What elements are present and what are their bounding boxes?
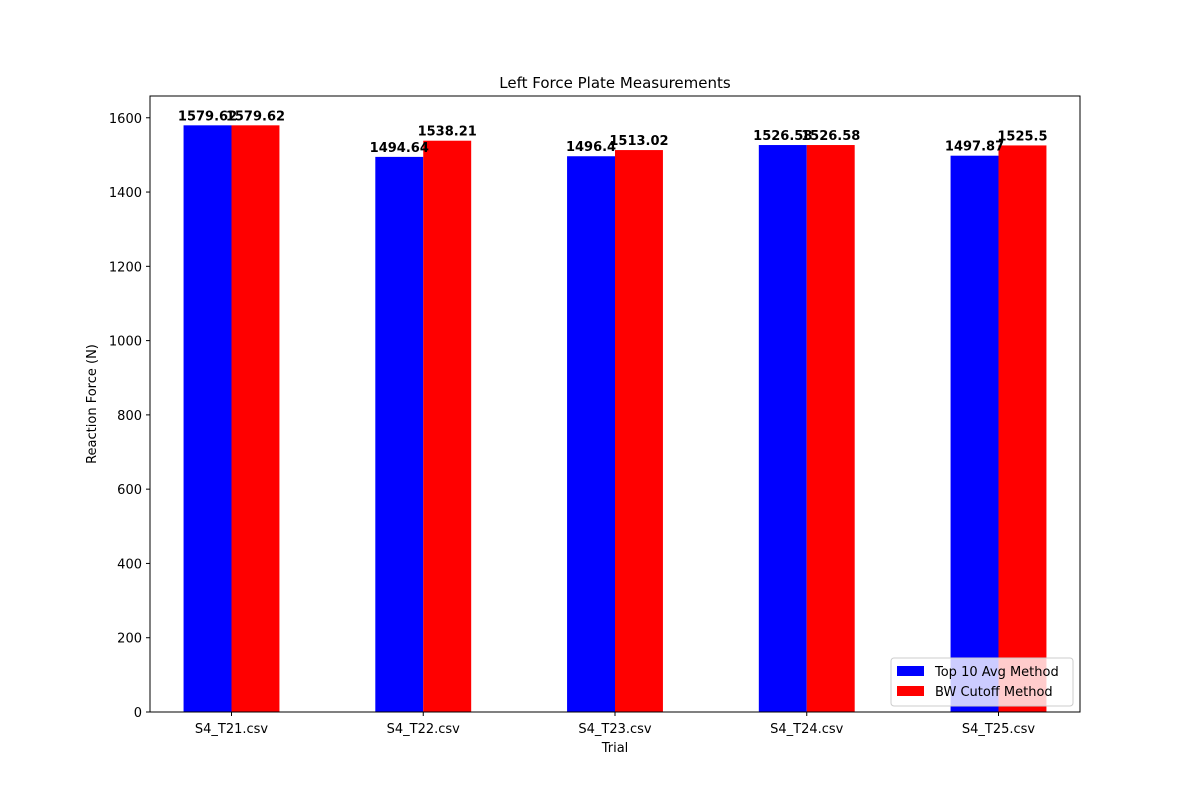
y-tick-label: 600 — [117, 483, 142, 498]
data-label-bwcutoff-1: 1538.21 — [418, 125, 477, 140]
y-tick-label: 800 — [117, 409, 142, 424]
legend-swatch-bwcutoff — [897, 686, 924, 696]
bars-group — [183, 125, 1047, 713]
bar-top10-0 — [183, 125, 232, 712]
x-tick-label: S4_T24.csv — [770, 722, 844, 737]
y-tick-label: 400 — [117, 557, 142, 572]
x-tick-label: S4_T21.csv — [195, 722, 269, 737]
data-labels-group: 1579.62 1494.64 1496.4 1526.58 1497.87 1579.6… — [178, 109, 1048, 156]
y-tick-label: 1600 — [109, 112, 142, 127]
x-tick-label: S4_T23.csv — [578, 722, 652, 737]
y-tick-label: 1200 — [109, 260, 142, 275]
data-label-top10-0: 1579.62 — [178, 109, 237, 124]
data-label-bwcutoff-3: 1526.58 — [801, 129, 860, 144]
chart-title: Left Force Plate Measurements — [499, 74, 731, 92]
y-tick-label: 1000 — [109, 335, 142, 350]
bar-top10-2 — [567, 156, 615, 712]
x-axis: S4_T21.csv S4_T22.csv S4_T23.csv S4_T24.csv… — [195, 712, 1036, 737]
legend-box — [890, 657, 1074, 707]
x-tick-label: S4_T25.csv — [962, 722, 1036, 737]
y-tick-label: 0 — [134, 706, 142, 721]
bar-bwcutoff-2 — [615, 150, 663, 712]
bar-bwcutoff-3 — [806, 145, 855, 712]
data-label-top10-2: 1496.4 — [566, 140, 616, 155]
x-axis-label: Trial — [601, 741, 629, 756]
legend-label-bwcutoff: BW Cutoff Method — [935, 685, 1053, 700]
data-label-top10-3: 1526.58 — [753, 129, 812, 144]
bar-bwcutoff-4 — [998, 145, 1047, 713]
bar-top10-1 — [375, 156, 424, 712]
data-label-bwcutoff-2: 1513.02 — [609, 134, 668, 149]
legend: Top 10 Avg Method BW Cutoff Method — [890, 657, 1074, 707]
bar-top10-4 — [950, 155, 999, 713]
legend-label-top10: Top 10 Avg Method — [934, 665, 1059, 680]
data-label-bwcutoff-0: 1579.62 — [226, 109, 285, 124]
x-tick-label: S4_T22.csv — [387, 722, 461, 737]
legend-swatch-top10 — [897, 666, 924, 676]
bar-top10-3 — [758, 145, 807, 712]
bar-bwcutoff-0 — [231, 125, 280, 712]
data-label-bwcutoff-4: 1525.5 — [997, 129, 1047, 144]
y-tick-label: 1400 — [109, 186, 142, 201]
bar-bwcutoff-1 — [423, 140, 472, 713]
y-tick-label: 200 — [117, 632, 142, 647]
plot-frame — [149, 95, 1081, 713]
data-label-top10-4: 1497.87 — [945, 140, 1004, 155]
y-axis-label: Reaction Force (N) — [85, 344, 100, 464]
y-axis: 0 200 400 600 800 1000 1200 1400 1600 — [109, 112, 150, 721]
data-label-top10-1: 1494.64 — [370, 141, 429, 156]
